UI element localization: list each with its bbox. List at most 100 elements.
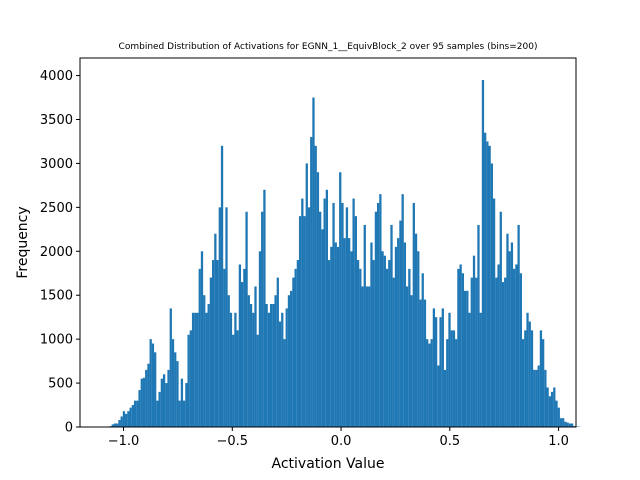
y-tick-label: 1500: [40, 289, 73, 304]
histogram-bar: [568, 423, 572, 427]
histogram-bar: [118, 419, 121, 427]
plot-frame: [79, 57, 577, 428]
histogram-bar: [116, 423, 119, 427]
histogram-bar: [363, 224, 366, 427]
histogram-bar: [519, 273, 522, 427]
histogram-bar: [312, 97, 315, 427]
histogram-bar: [196, 312, 199, 427]
histogram-bar: [160, 378, 163, 427]
histogram-bar: [310, 137, 313, 427]
histogram-bar: [194, 312, 197, 427]
histogram-bar: [544, 369, 547, 427]
histogram-bar: [165, 383, 168, 427]
histogram-bar: [256, 334, 259, 427]
histogram-bar: [356, 260, 360, 427]
histogram-bar: [205, 312, 208, 427]
histogram-bar: [261, 211, 264, 427]
histogram-bar: [339, 172, 342, 427]
histogram-bar: [158, 391, 161, 427]
histogram-bar: [521, 339, 525, 427]
y-tick-label: 1000: [40, 333, 73, 348]
histogram-bar: [492, 198, 496, 427]
histogram-bar: [477, 224, 480, 427]
histogram-bar: [216, 260, 219, 427]
histogram-bar: [410, 295, 413, 427]
histogram-bar: [154, 352, 157, 427]
histogram-bar: [133, 400, 137, 427]
histogram-bar: [434, 317, 438, 427]
histogram-bar: [408, 268, 411, 427]
histogram-bar: [377, 202, 380, 427]
histogram-bar: [479, 312, 482, 427]
histogram-bar: [392, 277, 395, 427]
histogram-bar: [515, 264, 518, 427]
y-axis-label: Frequency: [15, 206, 31, 278]
x-axis-ticks: −1.0 −0.5 0.0 0.5 1.0: [108, 427, 569, 449]
histogram-bar: [481, 79, 485, 428]
histogram-bar: [455, 339, 458, 427]
histogram-bar: [553, 387, 556, 427]
histogram-bar: [298, 216, 302, 427]
histogram-bar: [156, 400, 159, 427]
y-tick-label: 4000: [40, 69, 73, 84]
histogram-bar: [437, 365, 440, 427]
histogram-bar: [510, 242, 514, 427]
histogram-bar: [412, 202, 415, 427]
histogram-bar: [566, 422, 569, 427]
histogram-bar: [113, 423, 117, 427]
x-axis-label: Activation Value: [272, 456, 385, 472]
histogram-bar: [448, 312, 451, 427]
histogram-bar: [379, 194, 382, 427]
histogram-bar: [417, 251, 420, 427]
histogram-bar: [497, 264, 500, 427]
histogram-bar: [236, 330, 239, 427]
histogram-bar: [403, 242, 407, 427]
histogram-bar: [550, 391, 554, 427]
histogram-bar: [446, 339, 449, 427]
histogram-bar: [174, 352, 177, 427]
histogram-bar: [111, 424, 114, 427]
histogram-bar: [399, 220, 402, 427]
histogram-bar: [296, 260, 300, 427]
histogram-bar: [283, 339, 286, 427]
histogram-bar: [232, 334, 235, 427]
histogram-bar: [542, 339, 545, 427]
histogram-bar: [254, 286, 257, 427]
histogram-bar: [263, 189, 266, 427]
histogram-bar: [252, 312, 255, 427]
histogram-bar: [423, 299, 427, 427]
histogram-bar: [176, 361, 179, 427]
histogram-bar: [145, 369, 148, 427]
histogram-bar: [211, 260, 215, 427]
histogram-bar: [305, 163, 308, 427]
histogram-bar: [513, 268, 516, 427]
histogram-bar: [368, 286, 371, 427]
histogram-bar: [562, 418, 565, 427]
histogram-bar: [287, 295, 291, 427]
histogram-bar: [537, 365, 540, 427]
histogram-bar: [555, 400, 558, 427]
histogram-bar: [225, 207, 228, 427]
histogram-bar: [486, 141, 489, 427]
histogram-bar: [432, 308, 436, 427]
histogram-bar: [501, 282, 505, 427]
histogram-bar: [151, 343, 155, 427]
y-tick-label: 2500: [40, 201, 73, 216]
histogram-bar: [191, 312, 195, 427]
histogram-bar: [383, 255, 386, 427]
histogram-bar: [419, 299, 422, 427]
histogram-bar: [120, 416, 123, 427]
histogram-bar: [207, 304, 210, 427]
histogram-bar: [571, 423, 574, 427]
histogram-bar: [533, 369, 536, 427]
histogram-bar: [327, 260, 331, 427]
histogram-bar: [316, 172, 320, 427]
histogram-bar: [290, 290, 293, 427]
histogram-bar: [218, 207, 221, 427]
histogram-bar: [352, 198, 355, 427]
histogram-bar: [330, 246, 333, 427]
histogram-bar: [140, 378, 143, 427]
histogram-bar: [472, 255, 476, 427]
histogram-bar: [183, 400, 186, 427]
histogram-bar: [234, 312, 237, 427]
